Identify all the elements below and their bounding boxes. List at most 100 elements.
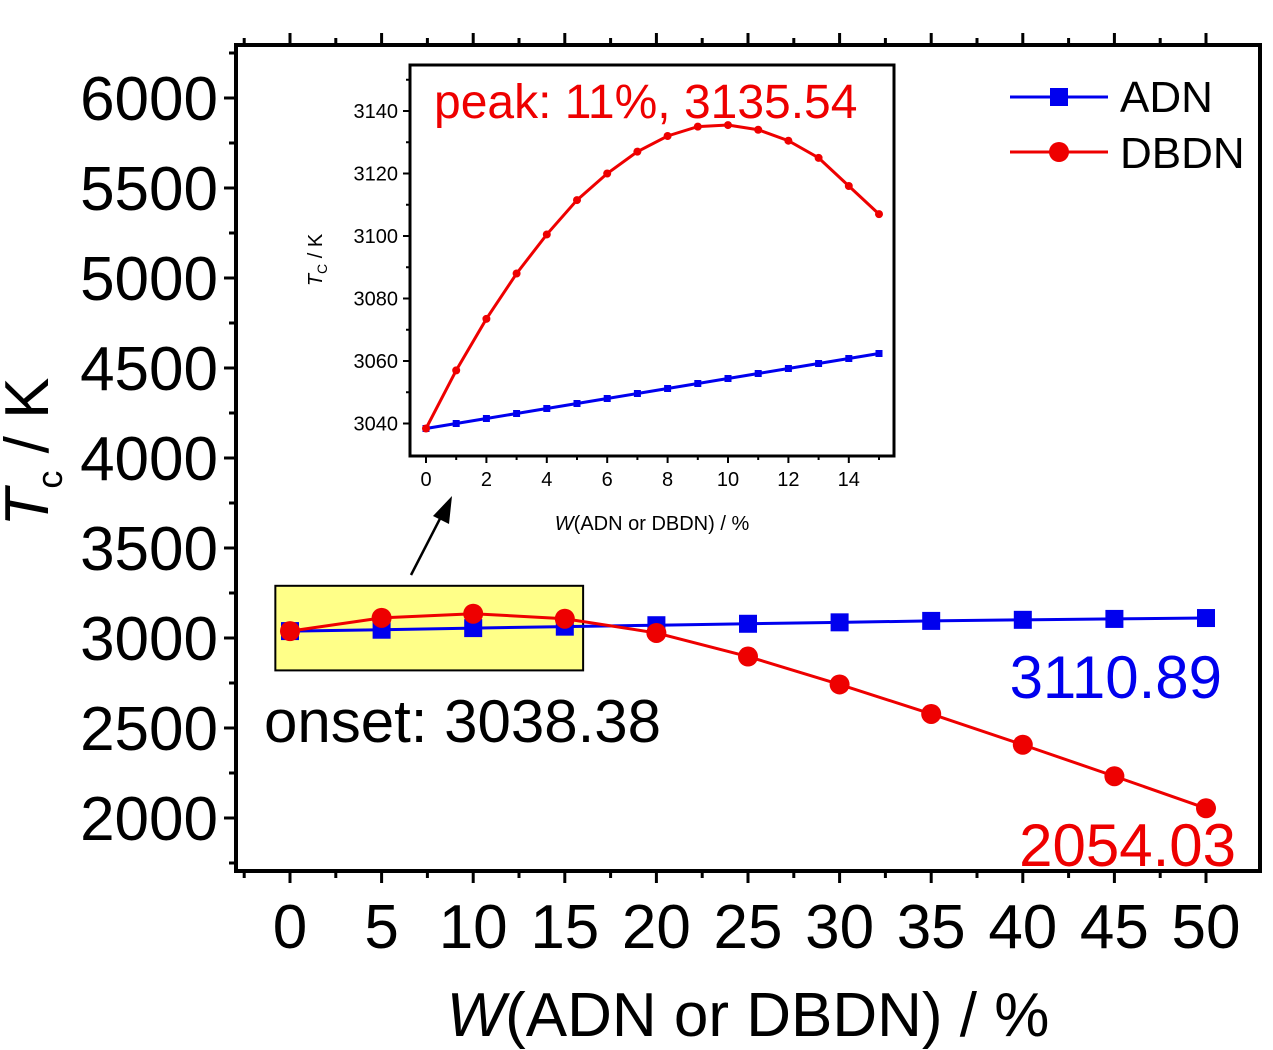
inset-point-adn (845, 355, 853, 362)
x-tick-label: 35 (897, 893, 966, 962)
inset-x-tick-label: 2 (481, 469, 492, 491)
inset-arrow (409, 496, 452, 576)
inset-point-adn (513, 410, 521, 417)
inset-point-dbdn (724, 121, 732, 130)
inset-x-tick-label: 8 (662, 469, 673, 491)
x-tick-label: 15 (530, 893, 599, 962)
inset-x-tick-label: 12 (777, 469, 799, 491)
main-axes: 0 5 10 15 20 25 30 35 40 45 5020002500300035004000… (80, 33, 1240, 962)
inset-series-line-dbdn (424, 123, 881, 430)
annotation-adn-end: 3110.89 (1010, 644, 1222, 711)
inset-point-dbdn (844, 182, 853, 190)
point-dbdn (646, 622, 667, 643)
legend-marker-dbdn (1049, 142, 1069, 162)
inset-point-adn (633, 390, 641, 397)
inset-point-adn (543, 405, 551, 412)
y-tick-label: 6000 (80, 65, 218, 134)
x-tick-label: 0 (273, 893, 307, 962)
point-adn (1013, 610, 1032, 629)
point-adn (739, 614, 757, 633)
y-tick-label: 3500 (80, 515, 218, 584)
inset-point-adn (664, 385, 672, 392)
inset-point-adn (573, 400, 581, 407)
legend-marker-adn (1050, 88, 1068, 106)
inset-point-dbdn (754, 125, 763, 134)
inset-point-adn (784, 365, 792, 372)
inset-point-adn (603, 395, 611, 402)
inset-y-tick-label: 3060 (354, 351, 399, 373)
inset-point-dbdn (482, 314, 491, 323)
main-series (280, 603, 1216, 819)
y-axis-title: Tc / K (0, 378, 70, 527)
x-tick-label: 45 (1080, 893, 1149, 962)
point-adn (1105, 609, 1124, 628)
point-dbdn (738, 646, 758, 667)
inset-axes: 0 2 4 6 8 10 12 14 3040 3060 3080 3100 3120 3140 (354, 78, 880, 491)
inset-y-tick-label: 3120 (354, 164, 399, 186)
x-tick-label: 20 (622, 893, 691, 962)
inset-point-dbdn (422, 424, 430, 433)
point-adn (830, 613, 849, 632)
inset-y-tick-label: 3140 (354, 101, 399, 123)
inset-point-dbdn (784, 136, 793, 145)
inset-x-tick-label: 0 (420, 469, 431, 491)
inset-y-tick-label: 3040 (354, 414, 399, 436)
y-tick-label: 4000 (80, 425, 218, 494)
x-tick-label: 25 (714, 893, 783, 962)
annotation-dbdn-end: 2054.03 (1019, 812, 1236, 879)
inset-series-line-adn (425, 352, 880, 430)
inset-point-adn (482, 415, 490, 422)
y-tick-label: 5500 (80, 155, 218, 224)
inset-y-tick-label: 3080 (354, 289, 399, 311)
y-tick-label: 2500 (80, 695, 218, 764)
point-adn (464, 619, 483, 638)
point-dbdn (280, 621, 300, 642)
inset-point-adn (694, 380, 702, 387)
x-tick-label: 40 (988, 893, 1057, 962)
inset-point-adn (815, 360, 823, 367)
y-tick-label: 5000 (80, 245, 218, 314)
inset-peak-annotation: peak: 11%, 3135.54 (434, 76, 857, 129)
inset-point-dbdn (542, 230, 551, 239)
x-tick-label: 30 (805, 893, 874, 962)
inset-series (422, 121, 883, 433)
inset-x-tick-label: 14 (838, 469, 860, 491)
inset-x-tick-label: 6 (602, 469, 613, 491)
point-dbdn (829, 674, 850, 695)
x-tick-label: 10 (439, 893, 508, 962)
inset-point-adn (724, 375, 732, 382)
y-tick-label: 4500 (80, 335, 218, 404)
point-dbdn (1104, 766, 1125, 787)
y-tick-label: 2000 (80, 785, 218, 854)
inset-point-dbdn (875, 210, 883, 219)
inset-point-dbdn (663, 132, 672, 140)
point-dbdn (1012, 734, 1033, 755)
x-tick-label: 5 (364, 893, 398, 962)
inset-point-adn (875, 350, 883, 357)
inset-point-dbdn (512, 269, 521, 278)
inset-point-dbdn (573, 196, 581, 205)
inset-x-tick-label: 4 (541, 469, 552, 491)
inset-x-tick-label: 10 (717, 469, 739, 491)
legend-label-dbdn: DBDN (1120, 129, 1245, 178)
inset-point-dbdn (693, 122, 702, 131)
inset-point-dbdn (814, 153, 823, 162)
legend-label-adn: ADN (1120, 73, 1213, 122)
x-tick-label: 50 (1172, 893, 1241, 962)
point-adn (1197, 609, 1215, 628)
inset-x-axis-title: W(ADN or DBDN) / % (555, 513, 750, 535)
legend: ADN DBDN (1010, 73, 1245, 178)
inset-point-dbdn (603, 169, 612, 178)
point-dbdn (921, 703, 942, 724)
inset-point-dbdn (633, 147, 642, 156)
point-adn (922, 611, 941, 630)
arrow-head (433, 496, 452, 524)
point-dbdn (1196, 798, 1216, 819)
x-axis-title: W(ADN or DBDN) / % (447, 981, 1050, 1050)
point-dbdn (554, 608, 575, 629)
inset-point-dbdn (452, 366, 461, 375)
inset-point-adn (452, 420, 460, 427)
point-dbdn (463, 603, 484, 624)
inset-point-adn (754, 370, 762, 377)
